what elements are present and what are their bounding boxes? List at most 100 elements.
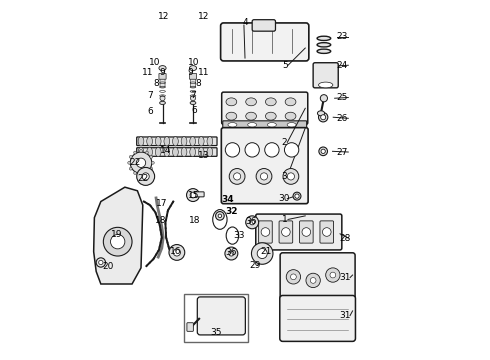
Text: 9: 9 — [160, 68, 166, 77]
Circle shape — [306, 273, 320, 288]
Text: 14: 14 — [160, 146, 171, 155]
Text: 12: 12 — [158, 12, 169, 21]
FancyBboxPatch shape — [221, 92, 308, 125]
Circle shape — [251, 243, 273, 264]
Circle shape — [98, 260, 103, 265]
Circle shape — [173, 249, 180, 256]
Text: 10: 10 — [149, 58, 160, 67]
Circle shape — [134, 151, 137, 154]
Ellipse shape — [319, 147, 327, 156]
Circle shape — [260, 173, 268, 180]
Circle shape — [225, 143, 240, 157]
Text: 23: 23 — [336, 32, 347, 41]
Text: 24: 24 — [336, 61, 347, 70]
Text: 7: 7 — [190, 91, 196, 100]
Circle shape — [322, 228, 331, 236]
Text: 5: 5 — [282, 61, 288, 70]
Text: 16: 16 — [171, 247, 182, 256]
Ellipse shape — [155, 136, 161, 146]
Circle shape — [286, 270, 300, 284]
FancyBboxPatch shape — [160, 78, 165, 87]
Text: 34: 34 — [221, 195, 234, 204]
Circle shape — [229, 251, 234, 256]
FancyBboxPatch shape — [137, 148, 217, 156]
Text: 6: 6 — [191, 106, 197, 115]
Circle shape — [129, 167, 132, 170]
Text: 32: 32 — [225, 207, 238, 216]
Text: 13: 13 — [198, 151, 210, 160]
Text: 17: 17 — [156, 199, 168, 208]
Text: 26: 26 — [336, 114, 347, 123]
FancyBboxPatch shape — [191, 78, 196, 87]
Circle shape — [254, 246, 270, 261]
Circle shape — [326, 268, 340, 282]
Circle shape — [96, 258, 105, 267]
Ellipse shape — [317, 36, 331, 41]
FancyBboxPatch shape — [299, 221, 313, 243]
Text: 19: 19 — [111, 230, 122, 239]
Ellipse shape — [190, 101, 196, 104]
Circle shape — [225, 247, 238, 260]
Text: 29: 29 — [249, 261, 261, 270]
Ellipse shape — [198, 147, 204, 157]
Ellipse shape — [207, 136, 213, 146]
Text: 22: 22 — [137, 174, 148, 183]
Circle shape — [187, 189, 199, 202]
Ellipse shape — [318, 113, 328, 122]
Ellipse shape — [172, 147, 178, 157]
Circle shape — [250, 220, 255, 225]
Text: 8: 8 — [153, 79, 159, 88]
Text: 27: 27 — [336, 148, 347, 157]
Ellipse shape — [155, 147, 161, 157]
FancyBboxPatch shape — [252, 20, 275, 31]
Ellipse shape — [181, 147, 187, 157]
Text: 1: 1 — [282, 215, 287, 224]
Circle shape — [257, 248, 267, 258]
FancyBboxPatch shape — [256, 214, 342, 250]
FancyBboxPatch shape — [137, 137, 217, 145]
Circle shape — [137, 167, 155, 185]
Ellipse shape — [293, 192, 301, 200]
Ellipse shape — [190, 66, 196, 71]
Ellipse shape — [159, 66, 166, 71]
Circle shape — [256, 168, 272, 184]
Circle shape — [142, 173, 149, 180]
Ellipse shape — [147, 136, 152, 146]
Circle shape — [320, 95, 327, 102]
Text: 31: 31 — [339, 311, 350, 320]
Ellipse shape — [317, 42, 331, 47]
Circle shape — [146, 172, 148, 175]
Ellipse shape — [245, 112, 256, 120]
Text: 33: 33 — [233, 231, 245, 240]
Text: 10: 10 — [188, 58, 200, 67]
Bar — [184, 294, 248, 342]
Circle shape — [190, 192, 196, 198]
Text: 7: 7 — [147, 91, 153, 100]
Ellipse shape — [317, 49, 331, 53]
Circle shape — [146, 151, 148, 154]
Ellipse shape — [226, 98, 237, 106]
Ellipse shape — [226, 112, 237, 120]
Ellipse shape — [160, 101, 166, 104]
Circle shape — [291, 274, 296, 280]
Ellipse shape — [228, 123, 237, 127]
Circle shape — [150, 156, 153, 158]
Circle shape — [140, 149, 143, 152]
FancyBboxPatch shape — [223, 121, 307, 129]
Ellipse shape — [138, 147, 144, 157]
FancyBboxPatch shape — [280, 253, 355, 299]
Circle shape — [234, 173, 241, 180]
Ellipse shape — [198, 136, 204, 146]
Text: 11: 11 — [198, 68, 210, 77]
Circle shape — [229, 168, 245, 184]
Ellipse shape — [147, 147, 152, 157]
Text: 11: 11 — [142, 68, 153, 77]
Ellipse shape — [266, 112, 276, 120]
Text: 3: 3 — [282, 172, 287, 181]
Ellipse shape — [247, 123, 257, 127]
Circle shape — [285, 143, 299, 157]
Text: 36: 36 — [245, 217, 257, 226]
FancyBboxPatch shape — [220, 23, 309, 61]
Circle shape — [330, 272, 336, 278]
Text: 4: 4 — [242, 18, 248, 27]
